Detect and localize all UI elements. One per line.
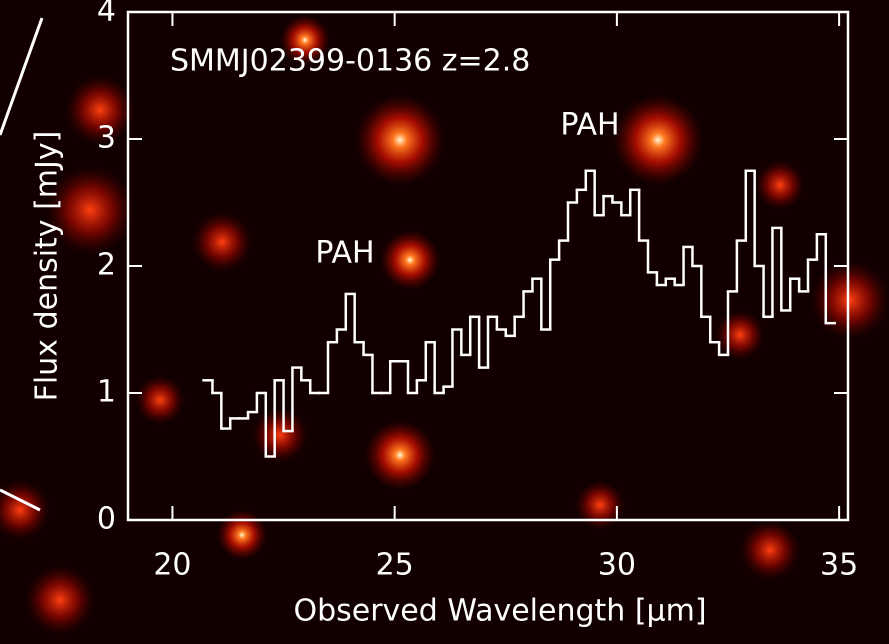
arc-edge bbox=[0, 488, 41, 512]
annotation: PAH bbox=[560, 108, 619, 143]
x-axis-label: Observed Wavelength [μm] bbox=[293, 594, 706, 629]
galaxy-field bbox=[0, 15, 889, 635]
x-tick-label: 30 bbox=[598, 548, 636, 583]
x-tick-label: 35 bbox=[820, 548, 858, 583]
chart-title: SMMJ02399-0136 z=2.8 bbox=[170, 44, 530, 79]
y-tick-label: 2 bbox=[97, 248, 116, 283]
y-axis-label: Flux density [mJy] bbox=[30, 131, 65, 402]
y-tick-label: 3 bbox=[97, 121, 116, 156]
arc-edge bbox=[0, 17, 44, 136]
annotation: PAH bbox=[315, 236, 374, 271]
x-tick-label: 20 bbox=[153, 548, 191, 583]
y-tick-label: 0 bbox=[97, 502, 116, 537]
y-tick-label: 4 bbox=[97, 0, 116, 29]
y-tick-label: 1 bbox=[97, 375, 116, 410]
x-tick-label: 25 bbox=[376, 548, 414, 583]
